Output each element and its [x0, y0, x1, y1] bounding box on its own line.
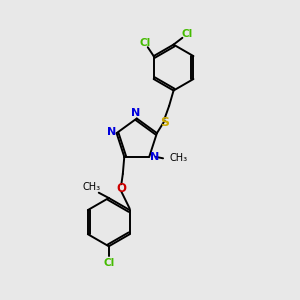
Text: Cl: Cl	[181, 29, 192, 39]
Text: O: O	[116, 182, 126, 195]
Text: CH₃: CH₃	[170, 153, 188, 163]
Text: S: S	[160, 116, 169, 128]
Text: Cl: Cl	[139, 38, 151, 48]
Text: N: N	[107, 127, 116, 137]
Text: CH₃: CH₃	[82, 182, 100, 192]
Text: N: N	[151, 152, 160, 162]
Text: N: N	[131, 108, 140, 118]
Text: Cl: Cl	[103, 258, 114, 268]
